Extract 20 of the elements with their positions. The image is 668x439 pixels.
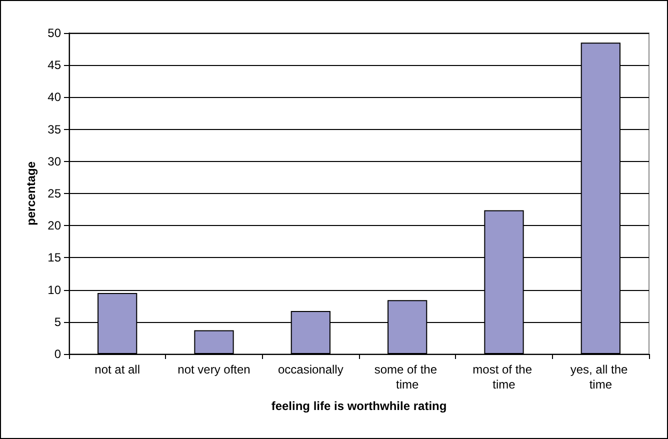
y-tick-label: 20 [48,218,62,233]
x-tick-label: some of the time [374,362,440,392]
bar [194,330,234,354]
y-axis-title: percentage [24,161,38,226]
y-tick-label: 30 [48,154,62,168]
y-tick-label: 40 [48,90,62,104]
x-tick-label: not very often [178,362,250,376]
y-tick-label: 25 [48,186,62,200]
y-tick-label: 5 [54,314,62,329]
y-tick-label: 15 [48,250,62,265]
y-tick-label: 0 [54,347,62,361]
x-tick-label: not at all [94,362,140,376]
y-tick-label: 50 [48,26,62,40]
x-tick-label: most of the time [472,362,536,392]
x-tick-label: occasionally [278,362,344,376]
y-tick-label: 10 [48,282,62,297]
y-tick-label: 35 [48,122,62,136]
x-tick-label: yes, all the time [570,362,632,392]
y-tick-label: 45 [48,58,62,72]
x-axis-title: feeling life is worthwhile rating [271,399,447,413]
